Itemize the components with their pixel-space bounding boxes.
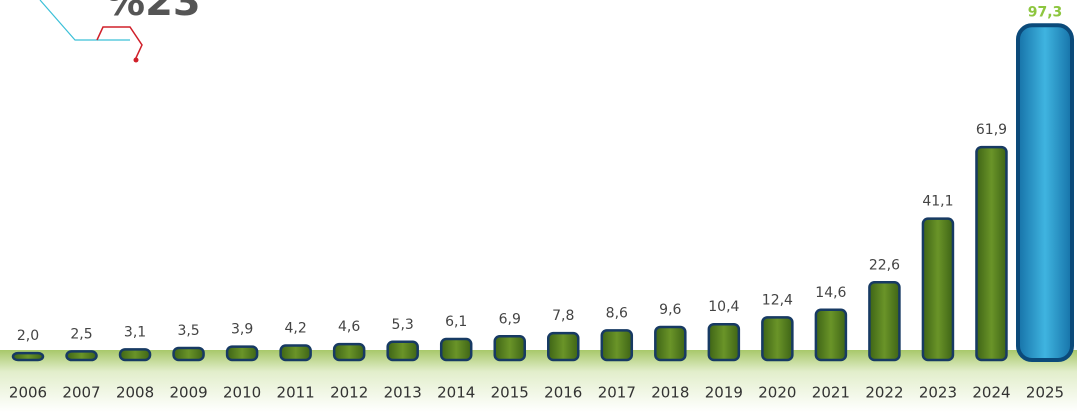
decor-dot <box>133 57 139 63</box>
value-label: 4,2 <box>284 321 306 337</box>
bar <box>65 350 98 362</box>
bar <box>761 316 794 362</box>
x-tick-label: 2019 <box>705 384 743 402</box>
value-label: 2,5 <box>70 326 92 342</box>
bar <box>547 331 580 362</box>
value-label: 3,5 <box>177 323 199 339</box>
value-label: 3,1 <box>124 324 146 340</box>
bar <box>332 342 366 362</box>
value-label: 6,1 <box>445 314 467 330</box>
bar <box>921 217 955 362</box>
x-tick-label: 2007 <box>62 384 100 402</box>
decor-line <box>39 0 130 41</box>
x-tick-label: 2008 <box>116 384 154 402</box>
value-label: 12,4 <box>762 292 793 308</box>
bar <box>868 281 901 362</box>
x-tick-label: 2025 <box>1026 384 1064 402</box>
value-label: 8,6 <box>606 305 628 321</box>
bar <box>172 346 205 362</box>
bar <box>493 335 526 362</box>
value-label: 97,3 <box>1028 4 1063 20</box>
value-label: 14,6 <box>815 285 846 301</box>
x-tick-label: 2006 <box>9 384 47 402</box>
value-label: 9,6 <box>659 302 681 318</box>
x-tick-label: 2020 <box>758 384 796 402</box>
bar <box>1016 23 1074 363</box>
bar <box>386 340 419 362</box>
bar <box>707 322 741 362</box>
x-tick-label: 2016 <box>544 384 582 402</box>
value-label: 5,3 <box>392 317 414 333</box>
bar <box>279 344 312 362</box>
value-label: 6,9 <box>499 311 521 327</box>
ground <box>0 350 1077 412</box>
value-label: 10,4 <box>708 299 739 315</box>
x-tick-label: 2011 <box>277 384 315 402</box>
bar <box>600 329 634 362</box>
x-tick-label: 2021 <box>812 384 850 402</box>
bar <box>118 348 152 362</box>
x-tick-label: 2013 <box>384 384 422 402</box>
x-tick-label: 2014 <box>437 384 475 402</box>
x-tick-label: 2022 <box>865 384 903 402</box>
x-tick-label: 2018 <box>651 384 689 402</box>
bar <box>975 145 1008 362</box>
bar <box>11 351 45 362</box>
value-label: 7,8 <box>552 308 574 324</box>
decor-line <box>96 26 143 61</box>
x-tick-label: 2017 <box>598 384 636 402</box>
x-tick-label: 2023 <box>919 384 957 402</box>
bar <box>439 337 473 362</box>
x-tick-label: 2010 <box>223 384 261 402</box>
x-tick-label: 2015 <box>491 384 529 402</box>
bar <box>654 325 687 362</box>
x-tick-label: 2024 <box>972 384 1010 402</box>
bar <box>225 345 259 362</box>
bar <box>814 308 848 362</box>
value-label: 2,0 <box>17 328 39 344</box>
value-label: 3,9 <box>231 322 253 338</box>
value-label: 22,6 <box>869 257 900 273</box>
x-tick-label: 2012 <box>330 384 368 402</box>
value-label: 61,9 <box>976 122 1007 138</box>
x-tick-label: 2009 <box>169 384 207 402</box>
value-label: 4,6 <box>338 319 360 335</box>
annotation: %23 <box>105 0 201 25</box>
value-label: 41,1 <box>922 194 953 210</box>
